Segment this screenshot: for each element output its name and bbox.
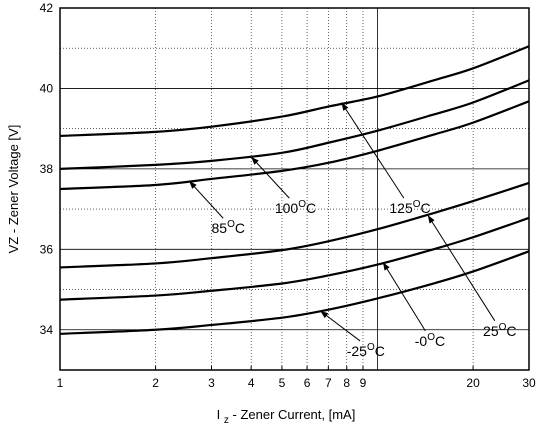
annotation-label: 100OC: [275, 199, 316, 216]
x-tick-label: 5: [279, 376, 286, 390]
x-tick-label: 8: [343, 376, 350, 390]
annotation-arrow: [341, 102, 405, 199]
annotation-arrowhead: [382, 262, 390, 271]
x-axis-label-main: I: [217, 407, 221, 422]
y-tick-label: 34: [40, 323, 54, 337]
x-tick-label: 3: [208, 376, 215, 390]
x-tick-label: 30: [522, 376, 536, 390]
y-tick-label: 40: [40, 81, 54, 95]
annotation-arrowhead: [427, 215, 435, 224]
y-tick-label: 42: [40, 1, 54, 15]
x-axis-label: I z - Zener Current, [mA]: [217, 407, 356, 426]
annotation-label: 85OC: [211, 219, 244, 236]
series-line--25°C: [59, 250, 530, 335]
x-tick-label: 4: [248, 376, 255, 390]
annotation-arrowhead: [251, 156, 259, 165]
annotations: 125OC 100OC 85OC 25OC -0OC -25OC: [188, 102, 517, 359]
annotation-label: -25OC: [347, 342, 385, 359]
y-axis-label: VZ - Zener Voltage [V]: [6, 125, 21, 254]
annotation-arrow: [427, 214, 496, 322]
x-axis-label-rest: - Zener Current, [mA]: [233, 407, 356, 422]
x-tick-label: 20: [466, 376, 480, 390]
x-axis-label-sub: z: [224, 415, 229, 426]
plot-frame: [59, 7, 530, 371]
y-tick-label: 38: [40, 162, 54, 176]
annotation-arrowhead: [189, 180, 197, 189]
series-line--0°C: [59, 216, 530, 301]
series-line-25°C: [59, 181, 530, 269]
series-line-85°C: [59, 100, 530, 191]
annotation-label: 125OC: [389, 199, 430, 216]
annotation-arrow: [382, 261, 426, 332]
annotation-label: -0OC: [415, 332, 445, 349]
y-tick-label: 36: [40, 242, 54, 256]
series-lines: [59, 45, 530, 335]
annotation-arrowhead: [320, 310, 329, 319]
series-line-125°C: [59, 45, 530, 138]
annotation-arrow: [188, 180, 224, 219]
x-tick-label: 7: [325, 376, 332, 390]
annotation-label: 25OC: [483, 322, 516, 339]
x-tick-label: 2: [152, 376, 159, 390]
annotation-arrowhead: [341, 102, 349, 111]
series-line-100°C: [59, 79, 530, 170]
x-tick-label: 1: [57, 376, 64, 390]
x-tick-label: 6: [304, 376, 311, 390]
x-tick-label: 9: [360, 376, 367, 390]
annotation-arrow: [319, 310, 361, 342]
annotation-arrow: [250, 156, 290, 199]
